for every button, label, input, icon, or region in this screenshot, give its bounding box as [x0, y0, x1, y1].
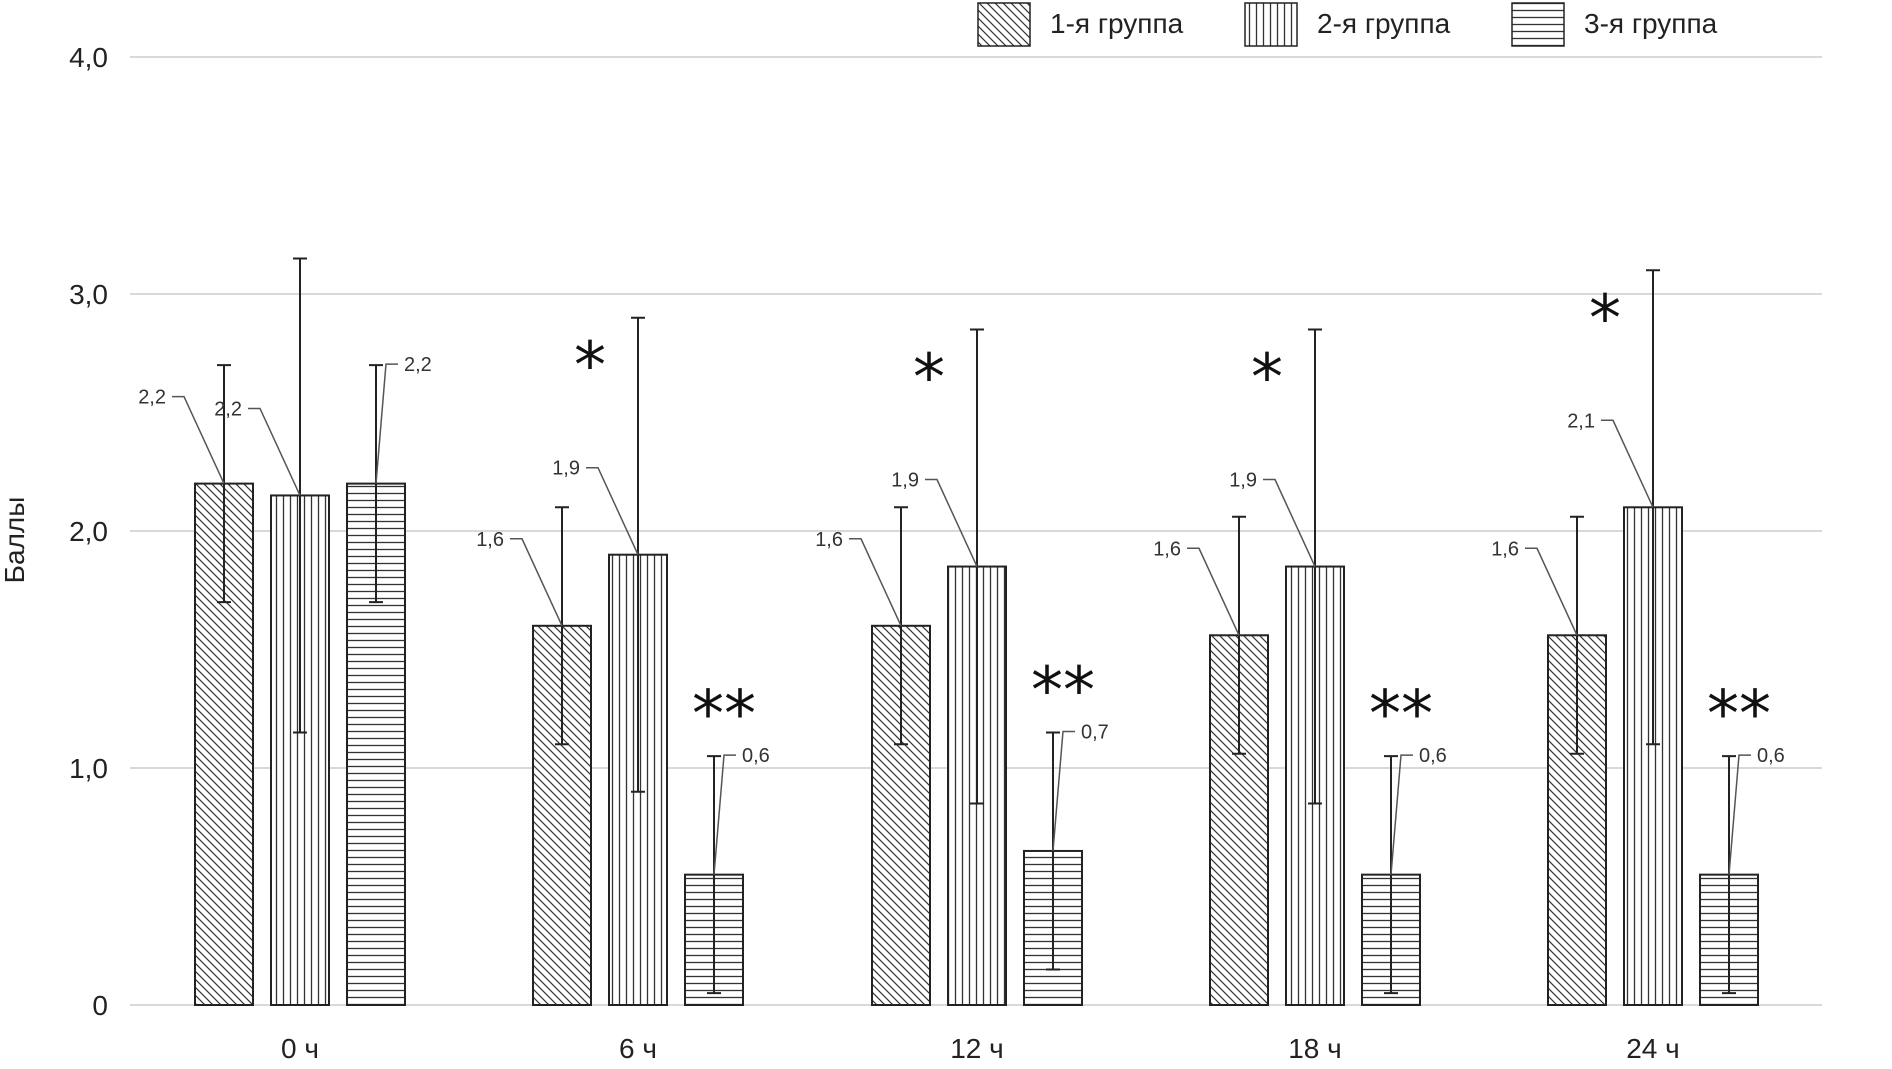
- x-tick-label: 6 ч: [619, 1033, 657, 1064]
- data-label: 2,2: [404, 354, 432, 376]
- label-leader: [1263, 478, 1316, 567]
- legend-label: 3-я группа: [1584, 8, 1718, 39]
- significance-mark: **: [1031, 654, 1095, 728]
- data-label: 0,7: [1081, 721, 1109, 743]
- legend: 1-я группа 2-я группа 3-я группа: [977, 2, 1718, 47]
- bars: [194, 482, 1759, 1007]
- y-tick-label: 0: [92, 990, 108, 1021]
- label-leader: [248, 407, 301, 496]
- data-label: 1,9: [1229, 470, 1257, 492]
- y-axis-ticks: 0 1,0 2,0 3,0 4,0: [69, 42, 108, 1021]
- data-label: 2,1: [1567, 410, 1595, 432]
- legend-label: 1-я группа: [1050, 8, 1184, 39]
- label-leader: [925, 478, 978, 567]
- y-tick-label: 2,0: [69, 516, 108, 547]
- label-leader: [713, 754, 736, 875]
- y-tick-label: 4,0: [69, 42, 108, 73]
- label-leader: [1601, 419, 1654, 508]
- significance-mark: **: [1707, 678, 1771, 752]
- label-leader: [1525, 547, 1578, 636]
- x-tick-label: 24 ч: [1626, 1033, 1680, 1064]
- label-leader: [375, 363, 398, 484]
- x-tick-label: 12 ч: [950, 1033, 1004, 1064]
- significance-mark: *: [1251, 342, 1283, 416]
- y-axis-title: Баллы: [0, 497, 30, 584]
- data-label: 1,6: [815, 529, 843, 551]
- significance-mark: **: [692, 678, 756, 752]
- legend-swatch: [1244, 2, 1298, 47]
- significance-mark: **: [1369, 678, 1433, 752]
- data-label: 0,6: [742, 745, 770, 767]
- bar-1-2: [532, 624, 592, 1006]
- significance-mark: *: [913, 342, 945, 416]
- x-tick-label: 0 ч: [281, 1033, 319, 1064]
- label-leader: [172, 395, 225, 484]
- significance-mark: *: [574, 330, 606, 404]
- y-tick-label: 1,0: [69, 753, 108, 784]
- data-labels: 2,2 1,6 1,6 1,6 1,6 2,2 1,9 1,9 1,9 2,1 2,2 0,6 0,7 0…: [138, 354, 1785, 875]
- data-label: 2,2: [214, 398, 242, 420]
- data-label: 1,6: [476, 529, 504, 551]
- data-label: 1,6: [1153, 538, 1181, 560]
- data-label: 1,6: [1491, 538, 1519, 560]
- legend-label: 2-я группа: [1317, 8, 1451, 39]
- label-leader: [1390, 754, 1413, 875]
- legend-swatch: [1511, 2, 1565, 47]
- label-leader: [510, 538, 563, 627]
- legend-item-3: 3-я группа: [1511, 2, 1718, 47]
- data-label: 1,9: [891, 470, 919, 492]
- data-label: 0,6: [1419, 745, 1447, 767]
- x-axis-ticks: 0 ч 6 ч 12 ч 18 ч 24 ч: [281, 1033, 1680, 1064]
- data-label: 1,9: [552, 458, 580, 480]
- legend-swatch: [977, 2, 1031, 47]
- label-leader: [1187, 547, 1240, 636]
- label-leader: [849, 538, 902, 627]
- legend-item-1: 1-я группа: [977, 2, 1184, 47]
- legend-item-2: 2-я группа: [1244, 2, 1451, 47]
- label-leader: [586, 466, 639, 556]
- x-tick-label: 18 ч: [1288, 1033, 1342, 1064]
- y-tick-label: 3,0: [69, 279, 108, 310]
- significance-marks: ************: [574, 282, 1771, 752]
- error-bars: [217, 257, 1736, 995]
- data-label: 0,6: [1757, 745, 1785, 767]
- data-label: 2,2: [138, 387, 166, 409]
- label-leader: [1728, 754, 1751, 875]
- label-leader: [1052, 730, 1075, 852]
- significance-mark: *: [1589, 282, 1621, 356]
